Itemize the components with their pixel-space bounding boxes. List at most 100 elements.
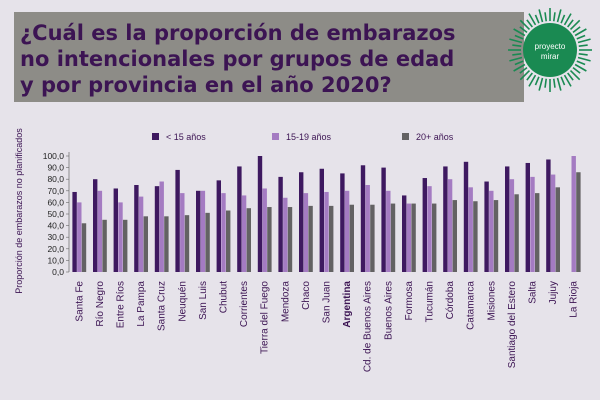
title-line-2: no intencionales por grupos de edad	[20, 47, 455, 71]
x-tick-label: Tierra del Fuego	[260, 281, 271, 354]
logo-ray	[528, 13, 537, 26]
bar	[241, 195, 247, 272]
bar	[525, 162, 530, 272]
logo-ray	[576, 34, 586, 40]
logo-ray	[514, 34, 524, 40]
bar	[447, 179, 453, 272]
bar	[344, 190, 350, 272]
logo-ray	[509, 38, 523, 44]
y-tick-label: 70,0	[47, 186, 64, 196]
bar	[123, 219, 128, 272]
bar	[164, 216, 169, 272]
logo-ray	[574, 28, 587, 37]
y-axis: 0,0 10,020,0 30,040,0 50,0 60,070,0 80,090,0 1…	[43, 151, 70, 277]
bar	[329, 205, 334, 272]
x-tick-label: Jujuy	[548, 281, 559, 304]
logo-rays	[508, 8, 592, 92]
bar	[118, 202, 123, 272]
bar	[381, 167, 386, 272]
logo-ray	[519, 69, 531, 81]
x-tick-label: La Pampa	[136, 281, 147, 327]
bar	[422, 178, 427, 272]
logo-text-2: mirar	[541, 52, 560, 61]
logo-ray	[552, 12, 556, 22]
bar	[303, 193, 309, 272]
y-tick-label: 50,0	[47, 209, 64, 219]
bar	[184, 215, 190, 272]
title-line-1: ¿Cuál es la proporción de embarazos	[20, 21, 456, 45]
bar	[535, 193, 540, 272]
logo-ray	[538, 77, 544, 91]
bar	[205, 212, 210, 272]
bar	[257, 156, 263, 272]
bar	[463, 161, 469, 272]
bar	[196, 190, 201, 272]
x-tick-label: Río Negro	[95, 281, 106, 327]
legend-label: 15-19 años	[286, 132, 332, 142]
x-axis-labels: Santa Fe Río Negro Entre Ríos La Pampa Santa…	[74, 281, 579, 373]
bar	[134, 185, 139, 272]
bar	[283, 197, 288, 272]
logo-ray	[572, 26, 581, 33]
logo-ray	[572, 67, 581, 74]
logo-ray	[526, 19, 533, 28]
logo-ray	[519, 26, 528, 33]
x-tick-label: Córdoba	[445, 281, 456, 320]
logo-ray	[567, 19, 574, 28]
logo-ray	[578, 44, 588, 48]
bar	[97, 190, 103, 272]
bar	[319, 168, 324, 272]
bar	[267, 207, 272, 272]
logo-ray	[569, 69, 581, 81]
bar	[576, 172, 581, 272]
bar	[349, 204, 354, 272]
logo-ray	[544, 12, 548, 22]
bar	[175, 169, 180, 272]
bar	[365, 185, 370, 272]
y-tick-label: 40,0	[47, 221, 64, 231]
bar	[468, 187, 473, 272]
y-axis-label: Proporción de embarazos no planificados	[14, 128, 24, 294]
legend-label: < 15 años	[166, 132, 206, 142]
bar	[278, 176, 283, 272]
bar	[443, 166, 448, 272]
bar	[550, 174, 556, 272]
x-tick-label: Mendoza	[280, 281, 291, 323]
bar	[143, 216, 148, 272]
title-line-3: y por provincia en el año 2020?	[20, 73, 392, 97]
bar	[226, 210, 231, 272]
bar	[514, 194, 519, 272]
bar	[402, 195, 407, 272]
x-tick-label: Chubut	[219, 281, 230, 313]
bar	[390, 203, 396, 272]
logo-ray	[534, 14, 540, 24]
logo-ray	[577, 38, 591, 44]
x-tick-label: La Rioja	[569, 281, 580, 318]
logo-ray	[569, 19, 581, 31]
bar	[237, 166, 242, 272]
legend-swatch	[402, 133, 409, 140]
x-tick-label: San Juan	[322, 281, 333, 323]
bar	[360, 165, 366, 272]
bar	[180, 193, 185, 272]
logo-ray	[563, 74, 572, 87]
bar	[406, 203, 412, 272]
bar	[555, 187, 560, 272]
bar	[484, 181, 489, 272]
bar	[93, 179, 98, 272]
legend-swatch	[272, 133, 279, 140]
bar	[370, 204, 375, 272]
x-tick-label: Argentina	[342, 281, 353, 328]
x-tick-label: Buenos Aires	[383, 281, 394, 340]
logo-ray	[560, 14, 566, 24]
bar	[299, 172, 304, 272]
bar	[340, 173, 345, 272]
logo-ray	[563, 13, 572, 26]
x-tick-label: Tucumán	[425, 281, 436, 322]
bar	[262, 188, 267, 272]
logo-ray	[513, 28, 526, 37]
bar	[113, 188, 118, 272]
bar	[81, 223, 87, 272]
logo-ray	[538, 9, 544, 23]
logo-ray	[519, 19, 531, 31]
